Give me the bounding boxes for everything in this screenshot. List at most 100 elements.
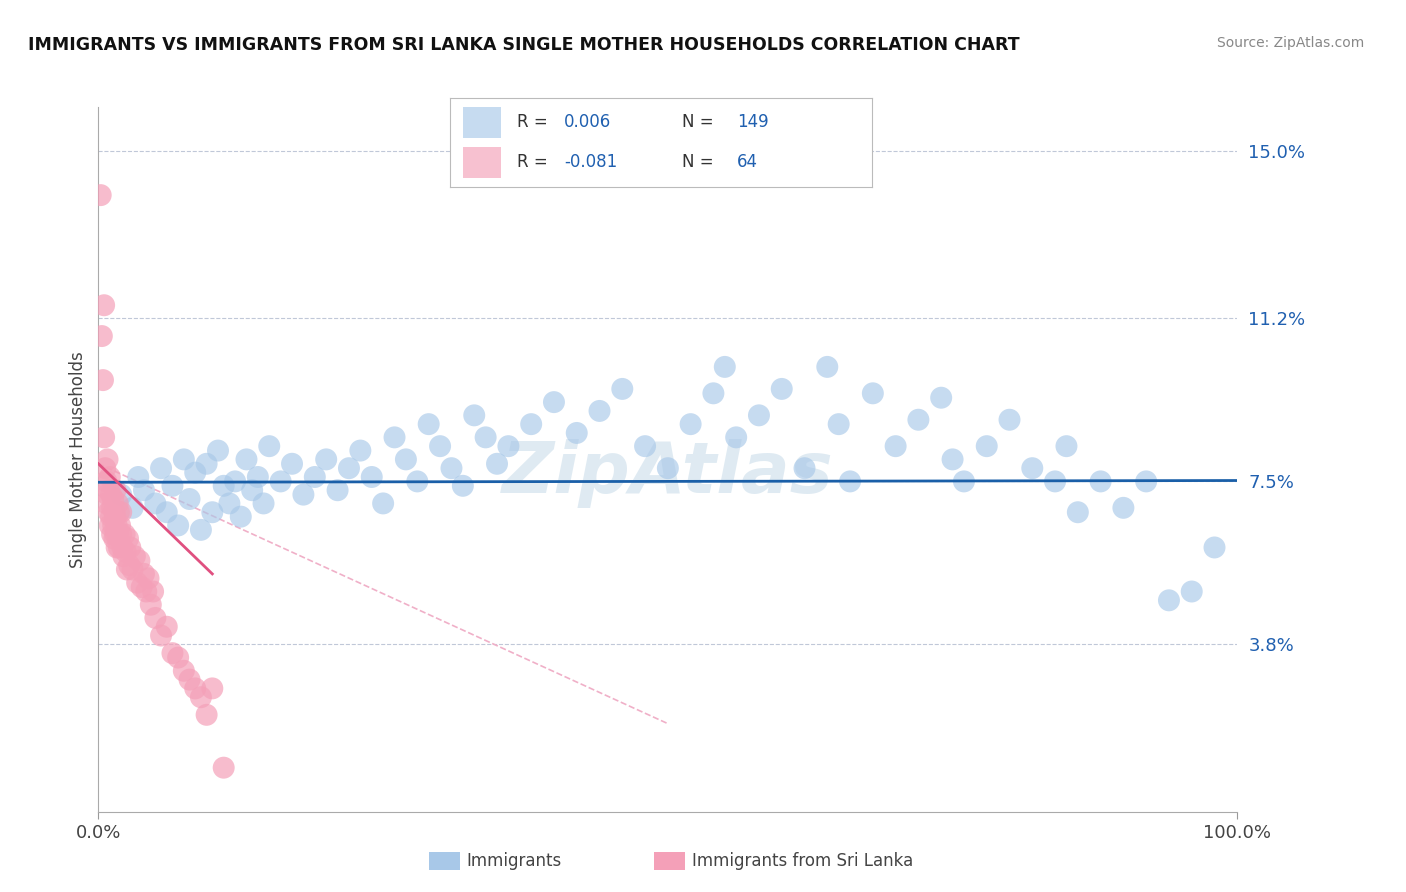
Point — [110, 505, 132, 519]
Point — [828, 417, 851, 432]
Point — [337, 461, 360, 475]
Point — [105, 541, 128, 555]
FancyBboxPatch shape — [463, 107, 501, 138]
Text: N =: N = — [682, 113, 713, 131]
Point — [108, 541, 131, 555]
Point — [139, 598, 162, 612]
Point — [384, 430, 406, 444]
Text: -0.081: -0.081 — [564, 153, 617, 171]
Point — [371, 496, 394, 510]
Point — [1204, 541, 1226, 555]
Point — [167, 518, 190, 533]
Point — [1054, 439, 1078, 453]
Point — [657, 461, 679, 475]
Point — [103, 505, 125, 519]
Text: IMMIGRANTS VS IMMIGRANTS FROM SRI LANKA SINGLE MOTHER HOUSEHOLDS CORRELATION CHA: IMMIGRANTS VS IMMIGRANTS FROM SRI LANKA … — [28, 36, 1019, 54]
Point — [173, 664, 195, 678]
Point — [326, 483, 349, 498]
Point — [100, 487, 122, 501]
Point — [132, 483, 155, 498]
Point — [105, 518, 128, 533]
Point — [100, 509, 122, 524]
Point — [486, 457, 509, 471]
Point — [748, 409, 770, 423]
Point — [132, 566, 155, 581]
Point — [104, 527, 127, 541]
Point — [117, 532, 139, 546]
FancyBboxPatch shape — [463, 147, 501, 178]
Point — [929, 391, 952, 405]
Point — [451, 479, 474, 493]
Y-axis label: Single Mother Households: Single Mother Households — [69, 351, 87, 567]
Point — [229, 509, 252, 524]
Point — [395, 452, 418, 467]
Point — [94, 461, 117, 475]
Point — [612, 382, 634, 396]
Point — [90, 329, 112, 343]
Point — [634, 439, 657, 453]
Point — [121, 500, 143, 515]
Point — [815, 359, 838, 374]
Point — [304, 470, 326, 484]
Point — [406, 475, 429, 489]
Point — [104, 483, 127, 498]
Point — [884, 439, 907, 453]
Point — [862, 386, 884, 401]
Point — [150, 628, 173, 642]
Point — [1157, 593, 1180, 607]
Point — [98, 518, 121, 533]
Point — [907, 413, 929, 427]
Point — [953, 475, 976, 489]
Point — [281, 457, 304, 471]
Text: 149: 149 — [737, 113, 768, 131]
Point — [270, 475, 292, 489]
Point — [97, 505, 120, 519]
Point — [184, 681, 207, 696]
Point — [292, 487, 315, 501]
Point — [1181, 584, 1204, 599]
Point — [474, 430, 496, 444]
Point — [138, 571, 160, 585]
Point — [110, 527, 132, 541]
Point — [201, 681, 224, 696]
Text: Immigrants: Immigrants — [467, 852, 562, 870]
Point — [1067, 505, 1090, 519]
Point — [1112, 500, 1135, 515]
Point — [543, 395, 565, 409]
Point — [145, 496, 167, 510]
Text: Source: ZipAtlas.com: Source: ZipAtlas.com — [1216, 36, 1364, 50]
Point — [90, 188, 112, 202]
Point — [101, 527, 124, 541]
Text: Immigrants from Sri Lanka: Immigrants from Sri Lanka — [692, 852, 912, 870]
Point — [498, 439, 520, 453]
Text: N =: N = — [682, 153, 713, 171]
Point — [96, 452, 118, 467]
Point — [235, 452, 257, 467]
Point — [96, 496, 118, 510]
Point — [565, 425, 588, 440]
Point — [207, 443, 229, 458]
Point — [115, 562, 138, 576]
Point — [135, 584, 157, 599]
Point — [679, 417, 702, 432]
Point — [360, 470, 382, 484]
Point — [259, 439, 281, 453]
Point — [195, 457, 218, 471]
Point — [770, 382, 793, 396]
Point — [190, 523, 212, 537]
Point — [145, 611, 167, 625]
Point — [112, 549, 135, 564]
Point — [103, 532, 125, 546]
Point — [1090, 475, 1112, 489]
Point — [725, 430, 748, 444]
Point — [839, 475, 862, 489]
Point — [121, 562, 143, 576]
Point — [190, 690, 212, 705]
Point — [976, 439, 998, 453]
Point — [118, 558, 141, 573]
Point — [195, 707, 218, 722]
Point — [184, 466, 207, 480]
Point — [212, 479, 235, 493]
Point — [173, 452, 195, 467]
Point — [104, 509, 127, 524]
